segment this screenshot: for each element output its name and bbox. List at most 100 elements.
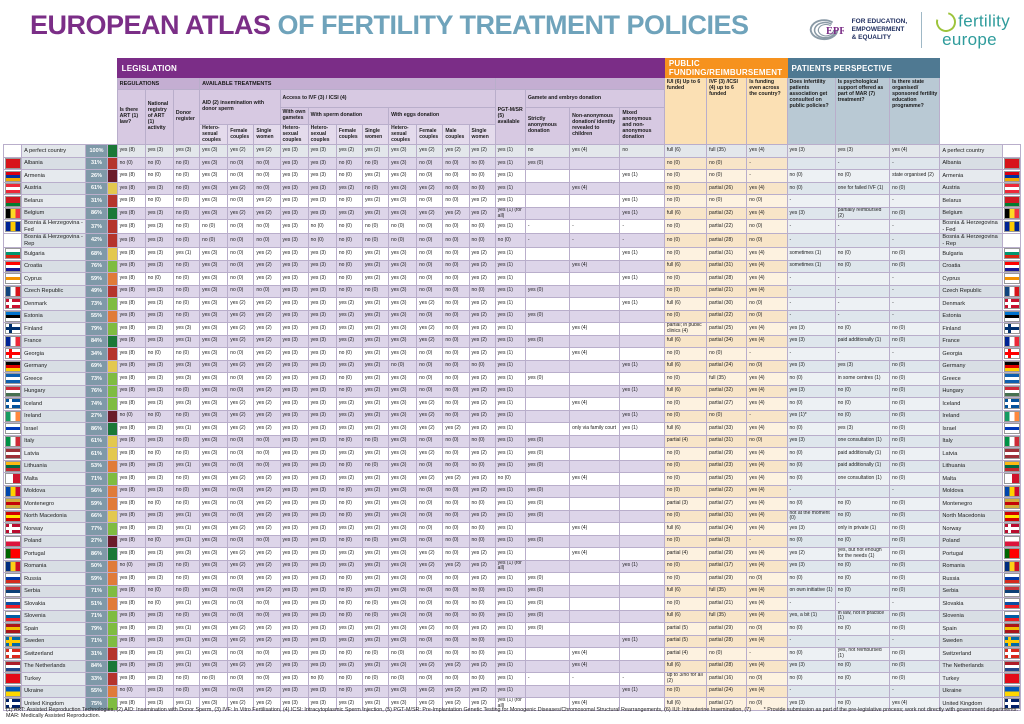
country-flag-icon xyxy=(5,398,21,410)
cell-sperm-single: no (0) xyxy=(361,434,390,449)
cell-eggs-male: no (0) xyxy=(442,334,470,349)
country-flag-icon xyxy=(1003,686,1020,697)
flag-left xyxy=(2,647,23,661)
cell-fertility-education: - xyxy=(889,597,941,611)
cell-mixed-donation xyxy=(619,447,665,461)
cell-sperm-single: yes (2) xyxy=(361,659,390,674)
cell-aid-hetero: yes (3) xyxy=(199,559,229,574)
country-name-right: Serbia xyxy=(939,584,1003,599)
cell-eggs-hetero: yes (3) xyxy=(388,634,418,649)
flag-left xyxy=(2,247,23,261)
cell-donor-register: yes (3) xyxy=(172,144,201,158)
cell-anonymous-donation: yes (0) xyxy=(524,372,571,386)
score-color-band xyxy=(106,572,118,586)
cell-anonymous-donation xyxy=(524,247,571,261)
score-badge: 66% xyxy=(85,509,108,524)
cell-sperm-hetero: yes (3) xyxy=(307,597,337,611)
cell-patients-consulted: on own initiative (1) xyxy=(786,584,836,599)
cell-funding-even: yes (4) xyxy=(746,422,788,436)
country-flag-icon xyxy=(1003,548,1020,560)
cell-non-anonymous-donation xyxy=(569,434,621,449)
cell-fertility-education: no (0) xyxy=(889,397,941,411)
flag-left xyxy=(2,372,23,386)
cell-ivf-own-hetero: yes (3) xyxy=(279,534,309,549)
cell-sperm-single: yes (2) xyxy=(361,259,390,274)
cell-donor-register: yes (1) xyxy=(172,659,201,674)
score-color-band xyxy=(106,372,118,386)
country-flag-icon xyxy=(5,311,21,322)
cell-mixed-donation xyxy=(619,284,665,299)
cell-patients-consulted: yes (3) xyxy=(786,659,836,674)
cell-aid-single: no (0) xyxy=(253,156,281,171)
cell-eggs-hetero: yes (3) xyxy=(388,169,418,183)
cell-eggs-hetero: yes (3) xyxy=(388,522,418,536)
cell-eggs-hetero: yes (3) xyxy=(388,309,418,324)
cell-iui-funding: no (0) xyxy=(663,397,708,411)
cell-donor-register: no (0) xyxy=(172,584,201,599)
cell-patients-consulted: - xyxy=(786,684,836,699)
cell-fertility-education: - xyxy=(889,194,941,208)
flag-left xyxy=(2,259,23,274)
cell-psych-support: one consultation (1) xyxy=(834,434,891,449)
cell-eggs-hetero: yes (3) xyxy=(388,659,418,674)
score-badge: 42% xyxy=(85,233,108,249)
cell-aid-hetero: yes (3) xyxy=(199,347,229,361)
cell-art-law: yes (8) xyxy=(116,609,146,624)
cell-pgt: yes (1) xyxy=(494,169,526,183)
score-color-band xyxy=(106,422,118,436)
cell-aid-single: yes (2) xyxy=(253,259,281,274)
cell-ivf-funding: no (0) xyxy=(706,409,748,424)
cell-patients-consulted xyxy=(786,156,836,171)
country-name: Bosnia & Herzegovina - Fed xyxy=(21,219,87,235)
cell-pgt: yes (1) xyxy=(494,384,526,399)
cell-aid-hetero: no (0) xyxy=(199,219,229,235)
flag-left xyxy=(2,484,23,499)
cell-psych-support: - xyxy=(834,284,891,299)
table-row: REGULATIONS AVAILABLE TREATMENTS IUI (6) U… xyxy=(4,77,1021,146)
cell-aid-single: yes (2) xyxy=(253,384,281,399)
cell-eggs-male: no (0) xyxy=(442,522,470,536)
cell-pgt: yes (1) xyxy=(494,597,526,611)
cell-patients-consulted: yes, a bit (1) xyxy=(786,609,836,624)
cell-pgt: yes (1) xyxy=(494,534,526,549)
country-flag-icon xyxy=(1003,436,1020,447)
cell-fertility-education: - xyxy=(889,284,941,299)
cell-patients-consulted: no (0) xyxy=(786,169,836,183)
cell-funding-even: no (0) xyxy=(746,672,788,686)
cell-ivf-funding: partial (21) xyxy=(706,597,748,611)
cell-aid-female: no (0) xyxy=(227,169,255,183)
country-flag-icon xyxy=(1003,336,1020,347)
flag-left xyxy=(2,181,23,196)
cell-psych-support: - xyxy=(834,484,891,499)
cell-funding-even: yes (4) xyxy=(746,384,788,399)
score-color-band xyxy=(106,297,118,311)
cell-psych-support: no (0) xyxy=(834,169,891,183)
cell-eggs-hetero: yes (3) xyxy=(388,584,418,599)
cell-psych-support: - xyxy=(834,297,891,311)
country-name: Bulgaria xyxy=(21,247,87,261)
country-flag-icon xyxy=(5,623,21,635)
cell-registry: no (0) xyxy=(144,597,174,611)
score-badge: 50% xyxy=(85,559,108,574)
country-flag-icon xyxy=(1003,195,1020,207)
cell-sperm-female: yes (2) xyxy=(335,659,363,674)
score-color-band xyxy=(106,497,118,511)
cell-eggs-male: no (0) xyxy=(442,572,470,586)
logo-divider xyxy=(921,12,923,48)
cell-eggs-hetero: yes (3) xyxy=(388,497,418,511)
cell-registry: no (0) xyxy=(144,156,174,171)
cell-non-anonymous-donation: yes (4) xyxy=(569,347,621,361)
cell-anonymous-donation xyxy=(524,322,571,336)
cell-ivf-funding: partial (24) xyxy=(706,522,748,536)
cell-ivf-own-hetero: yes (3) xyxy=(279,609,309,624)
col-header-couple-type-9: Male couples xyxy=(442,124,470,146)
cell-psych-support: - xyxy=(834,194,891,208)
cell-eggs-hetero: no (0) xyxy=(388,672,418,686)
cell-registry: yes (3) xyxy=(144,434,174,449)
cell-anonymous-donation xyxy=(524,259,571,274)
cell-mixed-donation xyxy=(619,497,665,511)
flag-right xyxy=(1001,684,1022,699)
country-name: Georgia xyxy=(21,347,87,361)
cell-funding-even: yes (4) xyxy=(746,547,788,561)
cell-sperm-single: yes (2) xyxy=(361,194,390,208)
